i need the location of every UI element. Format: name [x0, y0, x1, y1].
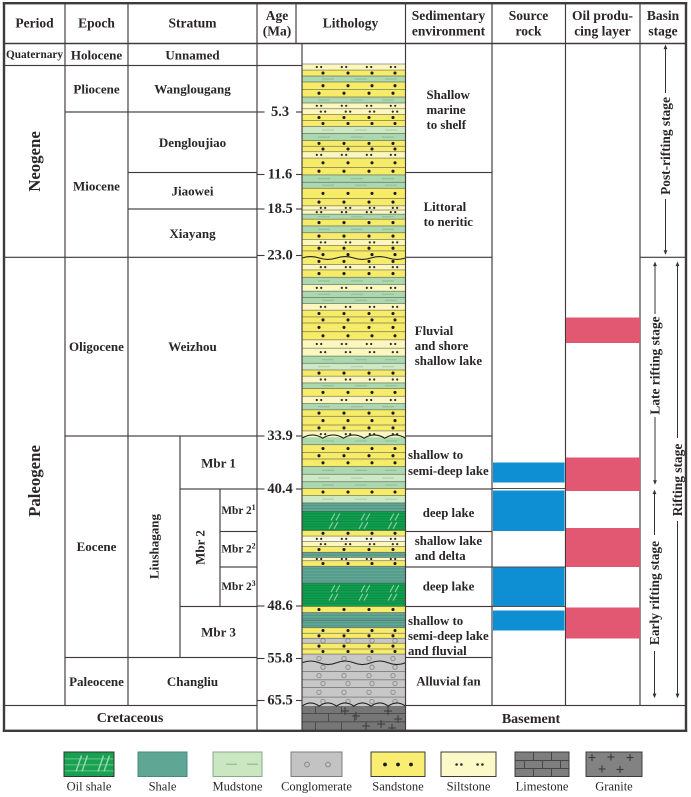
- svg-text:Mbr 3: Mbr 3: [201, 625, 236, 640]
- svg-text:Mbr 23: Mbr 23: [221, 579, 255, 594]
- svg-text:shallow lake: shallow lake: [415, 354, 483, 368]
- svg-text:Jiaowei: Jiaowei: [172, 184, 214, 199]
- svg-text:Miocene: Miocene: [73, 179, 120, 194]
- svg-text:Age: Age: [266, 8, 289, 23]
- svg-text:Dengloujiao: Dengloujiao: [159, 135, 226, 150]
- svg-text:Rifting stage: Rifting stage: [670, 444, 685, 517]
- svg-text:semi-deep lake: semi-deep lake: [408, 629, 489, 643]
- svg-text:Sandstone: Sandstone: [372, 780, 424, 794]
- svg-text:deep lake: deep lake: [423, 506, 475, 520]
- svg-text:Early rifting stage: Early rifting stage: [647, 541, 662, 645]
- svg-text:(Ma): (Ma): [263, 24, 291, 39]
- svg-text:Mbr 2: Mbr 2: [193, 530, 208, 565]
- svg-text:Shallow: Shallow: [427, 88, 471, 102]
- svg-text:stage: stage: [648, 24, 677, 39]
- svg-text:Changliu: Changliu: [167, 674, 218, 689]
- svg-text:Period: Period: [15, 16, 54, 31]
- svg-text:Conglomerate: Conglomerate: [281, 780, 352, 794]
- svg-text:Unnamed: Unnamed: [165, 48, 220, 63]
- svg-text:Weizhou: Weizhou: [168, 339, 216, 354]
- svg-text:and shore: and shore: [415, 339, 469, 353]
- svg-text:Fluvial: Fluvial: [415, 324, 454, 338]
- svg-text:Oligocene: Oligocene: [69, 339, 124, 354]
- svg-text:23.0: 23.0: [267, 248, 292, 264]
- svg-text:Shale: Shale: [149, 780, 177, 794]
- svg-text:Eocene: Eocene: [77, 539, 117, 554]
- svg-text:shallow to: shallow to: [408, 448, 463, 462]
- svg-text:shallow to: shallow to: [408, 614, 463, 628]
- svg-text:Late rifting stage: Late rifting stage: [648, 316, 663, 414]
- svg-text:Alluvial fan: Alluvial fan: [416, 675, 480, 689]
- svg-text:Littoral: Littoral: [424, 200, 467, 214]
- svg-text:deep lake: deep lake: [423, 580, 475, 594]
- svg-text:Xiayang: Xiayang: [169, 226, 216, 241]
- svg-text:Cretaceous: Cretaceous: [97, 711, 164, 726]
- svg-text:Wanglougang: Wanglougang: [154, 82, 231, 97]
- svg-text:Basement: Basement: [502, 712, 561, 727]
- svg-text:Post-rifting stage: Post-rifting stage: [658, 97, 673, 195]
- svg-text:to neritic: to neritic: [424, 215, 474, 229]
- svg-text:Oil produ-: Oil produ-: [572, 8, 633, 23]
- svg-text:Paleocene: Paleocene: [69, 674, 124, 689]
- svg-text:5.3: 5.3: [271, 104, 289, 120]
- svg-text:Mbr 21: Mbr 21: [221, 503, 255, 518]
- svg-text:and fluvial: and fluvial: [408, 644, 467, 658]
- svg-text:33.9: 33.9: [267, 428, 292, 444]
- svg-text:65.5: 65.5: [267, 693, 292, 709]
- svg-text:Epoch: Epoch: [78, 16, 115, 31]
- svg-text:11.6: 11.6: [268, 167, 293, 183]
- svg-text:Siltstone: Siltstone: [447, 780, 491, 794]
- svg-text:semi-deep lake: semi-deep lake: [408, 464, 489, 478]
- svg-text:Quaternary: Quaternary: [6, 49, 63, 61]
- svg-text:Mbr 22: Mbr 22: [221, 541, 255, 556]
- svg-text:48.6: 48.6: [267, 598, 292, 614]
- svg-text:shallow lake: shallow lake: [415, 534, 483, 548]
- svg-text:Pliocene: Pliocene: [73, 82, 119, 97]
- svg-text:40.4: 40.4: [267, 481, 292, 497]
- svg-text:Holocene: Holocene: [71, 48, 122, 63]
- svg-text:Basin: Basin: [647, 8, 680, 23]
- svg-text:18.5: 18.5: [267, 201, 292, 217]
- svg-text:Granite: Granite: [595, 780, 633, 794]
- svg-text:Neogene: Neogene: [25, 131, 44, 192]
- svg-text:environment: environment: [412, 24, 486, 39]
- svg-text:cing layer: cing layer: [574, 24, 631, 39]
- svg-text:Source: Source: [509, 8, 549, 23]
- svg-text:Sedimentary: Sedimentary: [412, 8, 486, 23]
- svg-text:to shelf: to shelf: [427, 118, 467, 132]
- svg-text:Stratum: Stratum: [169, 16, 218, 31]
- svg-text:Lithology: Lithology: [323, 16, 379, 31]
- svg-text:and delta: and delta: [415, 549, 466, 563]
- svg-text:marine: marine: [427, 103, 466, 117]
- svg-text:Mbr 1: Mbr 1: [201, 456, 236, 471]
- svg-text:Limestone: Limestone: [516, 780, 569, 794]
- svg-text:55.8: 55.8: [267, 651, 292, 667]
- svg-text:Oil shale: Oil shale: [67, 780, 112, 794]
- svg-text:Liushagang: Liushagang: [147, 513, 162, 579]
- svg-text:rock: rock: [516, 24, 542, 39]
- svg-text:Mudstone: Mudstone: [213, 780, 263, 794]
- svg-text:Paleogene: Paleogene: [25, 445, 44, 517]
